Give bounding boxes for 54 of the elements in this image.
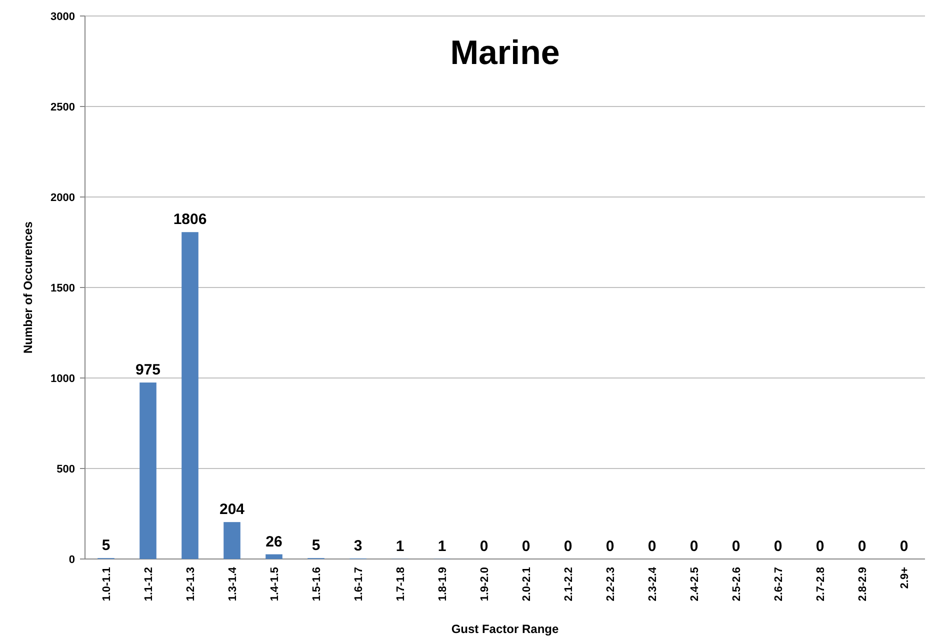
bar bbox=[224, 522, 240, 559]
data-label: 5 bbox=[312, 537, 320, 554]
x-tick-label: 1.8-1.9 bbox=[437, 567, 449, 602]
x-tick-label: 1.0-1.1 bbox=[101, 567, 113, 602]
x-tick-label: 2.9+ bbox=[899, 567, 911, 589]
data-label: 975 bbox=[135, 362, 161, 379]
data-label: 0 bbox=[690, 538, 698, 555]
data-label: 0 bbox=[858, 538, 866, 555]
x-tick-label: 1.5-1.6 bbox=[311, 567, 323, 602]
x-tick-label: 2.2-2.3 bbox=[605, 567, 617, 602]
bar bbox=[182, 232, 198, 559]
x-tick-label: 2.7-2.8 bbox=[815, 567, 827, 602]
y-tick-label: 2000 bbox=[50, 192, 75, 204]
x-tick-label: 2.4-2.5 bbox=[689, 567, 701, 602]
x-tick-label: 2.8-2.9 bbox=[857, 567, 869, 602]
data-label: 0 bbox=[900, 538, 908, 555]
x-tick-label: 2.3-2.4 bbox=[647, 566, 659, 602]
y-tick-label: 1000 bbox=[50, 372, 75, 385]
data-label: 204 bbox=[219, 501, 246, 518]
x-tick-label: 1.7-1.8 bbox=[395, 567, 407, 602]
x-tick-label: 2.6-2.7 bbox=[773, 567, 785, 602]
bar bbox=[140, 382, 156, 559]
data-label: 0 bbox=[816, 538, 824, 555]
x-tick-label: 1.2-1.3 bbox=[185, 567, 197, 602]
data-label: 1 bbox=[438, 538, 446, 555]
y-tick-label: 0 bbox=[68, 554, 75, 566]
data-label: 3 bbox=[354, 537, 362, 554]
data-label: 5 bbox=[102, 537, 110, 554]
data-label: 0 bbox=[480, 538, 488, 555]
data-label: 0 bbox=[732, 538, 740, 555]
x-tick-label: 1.1-1.2 bbox=[143, 567, 155, 602]
data-label: 1 bbox=[396, 538, 404, 555]
y-tick-label: 500 bbox=[56, 463, 75, 476]
y-tick-label: 3000 bbox=[50, 10, 75, 23]
x-axis-title: Gust Factor Range bbox=[451, 622, 559, 636]
y-axis-title: Number of Occurences bbox=[21, 221, 35, 354]
x-tick-label: 2.5-2.6 bbox=[731, 567, 743, 602]
data-label: 0 bbox=[564, 538, 572, 555]
x-tick-label: 1.3-1.4 bbox=[227, 566, 239, 602]
bar bbox=[266, 554, 282, 559]
x-tick-label: 2.1-2.2 bbox=[563, 567, 575, 602]
text: Marine bbox=[450, 34, 560, 72]
x-tick-label: 1.4-1.5 bbox=[269, 567, 281, 602]
y-tick-label: 2500 bbox=[50, 101, 75, 114]
x-tick-label: 1.9-2.0 bbox=[479, 567, 491, 602]
x-tick-label: 1.6-1.7 bbox=[353, 567, 365, 602]
data-label: 0 bbox=[648, 538, 656, 555]
data-label: 0 bbox=[606, 538, 614, 555]
data-label: 0 bbox=[774, 538, 782, 555]
x-tick-label: 2.0-2.1 bbox=[521, 567, 533, 602]
y-tick-label: 1500 bbox=[50, 282, 75, 294]
data-label: 0 bbox=[522, 538, 530, 555]
data-label: 1806 bbox=[173, 211, 207, 228]
data-label: 26 bbox=[266, 533, 282, 550]
